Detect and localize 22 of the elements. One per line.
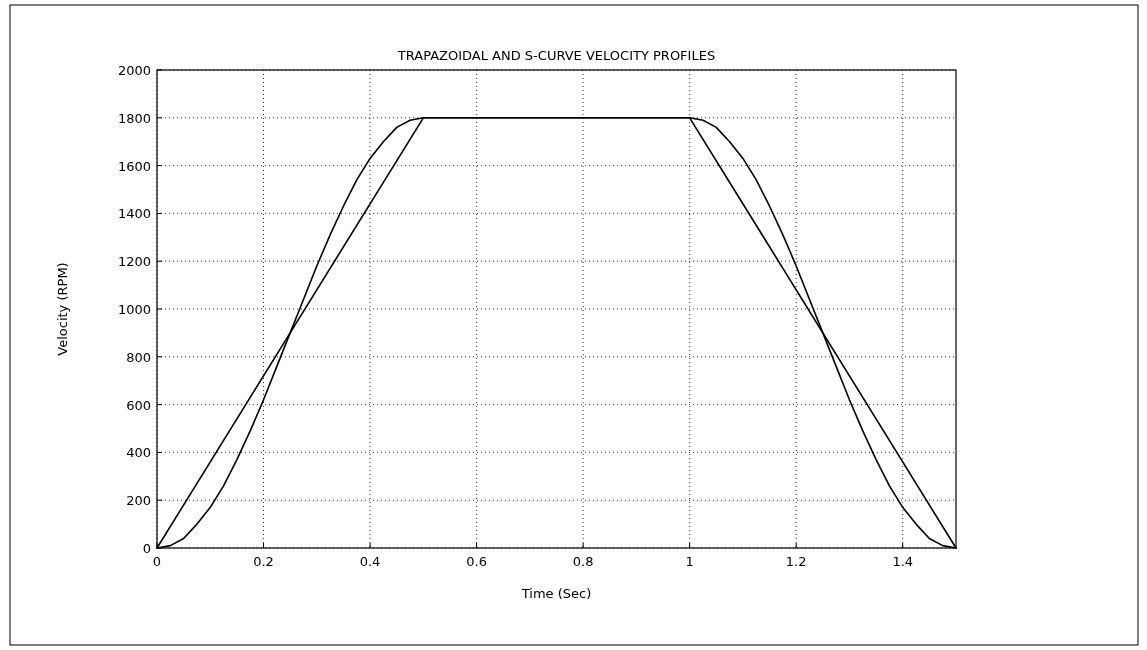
x-tick-label: 1.4 [892,554,914,569]
y-tick-label: 1000 [117,302,151,317]
y-axis-title: Velocity (RPM) [55,262,70,356]
y-tick-label: 800 [126,349,151,365]
y-tick-label: 600 [126,397,151,413]
x-tick-label: 0.2 [253,554,274,569]
y-tick-label: 1200 [117,254,151,270]
x-tick-label: 0.6 [466,554,487,569]
x-axis-title: Time (Sec) [520,586,592,601]
x-tick-label: 0.4 [359,554,381,569]
y-tick-label: 2000 [117,63,151,78]
x-tick-label: 0 [152,554,162,569]
y-tick-label: 200 [126,493,151,509]
chart-title: TRAPAZOIDAL AND S-CURVE VELOCITY PROFILES [396,48,716,63]
y-tick-label: 1600 [117,158,151,174]
x-tick-label: 1 [685,554,694,569]
x-tick-label: 1.2 [785,554,807,569]
y-tick-label: 0 [142,541,151,556]
y-tick-label: 1400 [117,206,151,222]
y-tick-label: 1800 [117,110,151,126]
y-tick-label: 400 [126,445,151,461]
x-tick-label: 0.8 [572,554,594,569]
